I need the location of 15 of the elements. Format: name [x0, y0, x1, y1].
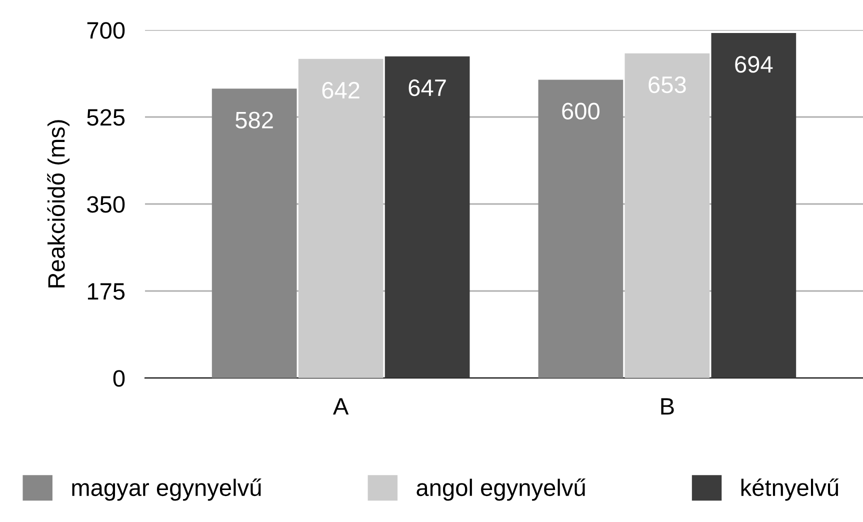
- y-tick-label: 350: [87, 196, 125, 213]
- data-label: 600: [562, 102, 600, 120]
- y-axis-title: Reakcióidő (ms): [47, 120, 70, 288]
- y-tick-label: 175: [88, 283, 125, 300]
- legend-label: angol egynyelvű: [416, 478, 586, 501]
- y-tick-label: 0: [113, 370, 125, 387]
- x-tick-label: B: [661, 398, 674, 415]
- legend-label: magyar egynyelvű: [72, 478, 262, 501]
- data-label: 647: [408, 79, 446, 96]
- y-tick-label: 525: [87, 109, 125, 126]
- data-label: 694: [735, 56, 773, 73]
- x-tick-label: A: [332, 398, 349, 415]
- legend-label: kétnyelvű: [741, 478, 839, 501]
- y-tick-label: 700: [87, 22, 125, 39]
- data-label: 582: [236, 112, 273, 128]
